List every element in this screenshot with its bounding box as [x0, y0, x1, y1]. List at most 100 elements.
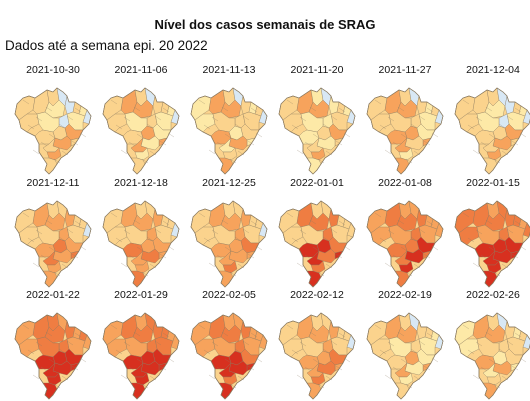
country-border — [278, 87, 356, 175]
subregion-border — [120, 262, 128, 268]
region-rs — [218, 382, 234, 400]
subregion-border — [418, 228, 426, 234]
subregion-border — [387, 341, 395, 347]
subregion-border — [299, 116, 307, 122]
subregion-border — [418, 115, 426, 121]
subregion-border — [488, 358, 496, 364]
map-date-label: 2021-11-06 — [114, 64, 168, 76]
subregion-border — [48, 133, 56, 139]
region-rs — [306, 382, 322, 400]
subregion-border — [162, 332, 170, 338]
subregion-border — [208, 374, 216, 380]
subregion-border — [27, 349, 35, 355]
country-border — [190, 312, 268, 400]
subregion-border — [475, 116, 483, 122]
subregion-border — [330, 340, 338, 346]
subregion-border — [198, 324, 206, 330]
subregion-border — [392, 366, 400, 372]
region-rs — [394, 270, 410, 288]
subregion-border — [229, 383, 237, 389]
subregion-border — [123, 229, 131, 235]
subregion-border — [309, 106, 317, 112]
subregion-border — [242, 228, 250, 234]
subregion-border — [514, 107, 522, 113]
map-panel: 2021-12-25 — [185, 177, 273, 289]
map-date-label: 2021-12-11 — [26, 177, 80, 189]
subregion-border — [322, 348, 330, 354]
region-rs — [42, 157, 58, 175]
map-date-label: 2022-02-19 — [378, 289, 432, 301]
subregion-border — [511, 253, 519, 259]
region-ne — [522, 109, 530, 125]
subregion-border — [133, 219, 141, 225]
subregion-border — [493, 383, 501, 389]
subregion-border — [120, 149, 128, 155]
region-rs — [130, 270, 146, 288]
region-rs — [130, 157, 146, 175]
map-date-label: 2021-11-27 — [378, 64, 432, 76]
map-date-label: 2021-10-30 — [26, 64, 80, 76]
subregion-border — [322, 123, 330, 129]
subregion-border — [397, 331, 405, 337]
subregion-border — [423, 365, 431, 371]
region-rs — [306, 270, 322, 288]
subregion-border — [128, 366, 136, 372]
subregion-border — [22, 212, 30, 218]
country-border — [190, 87, 268, 175]
region-rs — [218, 157, 234, 175]
region-ne — [522, 222, 530, 238]
subregion-border — [133, 106, 141, 112]
subregion-border — [405, 383, 413, 389]
subregion-border — [45, 331, 53, 337]
map-date-label: 2022-02-26 — [466, 289, 520, 301]
subregion-border — [397, 219, 405, 225]
subregion-border — [35, 229, 43, 235]
subregion-border — [338, 332, 346, 338]
subregion-border — [128, 141, 136, 147]
map-date-label: 2021-12-18 — [114, 177, 168, 189]
subregion-border — [317, 271, 325, 277]
subregion-border — [22, 324, 30, 330]
subregion-border — [146, 236, 154, 242]
subregion-border — [224, 358, 232, 364]
map-panel: 2021-11-27 — [361, 64, 449, 176]
subregion-border — [387, 116, 395, 122]
map-panel: 2022-01-01 — [273, 177, 361, 289]
map-panel: 2021-12-11 — [9, 177, 97, 289]
subregion-border — [286, 212, 294, 218]
subregion-border — [216, 141, 224, 147]
map-panel: 2021-11-13 — [185, 64, 273, 176]
subregion-border — [27, 124, 35, 130]
subregion-border — [221, 106, 229, 112]
map-panel: 2022-01-15 — [449, 177, 530, 289]
subregion-border — [485, 106, 493, 112]
region-rs — [306, 157, 322, 175]
subregion-border — [234, 348, 242, 354]
subregion-border — [154, 340, 162, 346]
subregion-border — [136, 133, 144, 139]
subregion-border — [296, 149, 304, 155]
subregion-border — [387, 229, 395, 235]
subregion-border — [74, 107, 82, 113]
subregion-border — [229, 158, 237, 164]
brazil-map — [14, 200, 92, 288]
subregion-border — [250, 220, 258, 226]
map-panel: 2021-12-04 — [449, 64, 530, 176]
subregion-border — [312, 358, 320, 364]
subregion-border — [506, 115, 514, 121]
subregion-border — [322, 236, 330, 242]
subregion-border — [58, 236, 66, 242]
subregion-border — [392, 141, 400, 147]
subregion-border — [247, 365, 255, 371]
region-rs — [482, 157, 498, 175]
subregion-border — [506, 340, 514, 346]
subregion-border — [384, 374, 392, 380]
subregion-border — [154, 115, 162, 121]
subregion-border — [40, 254, 48, 260]
subregion-border — [27, 237, 35, 243]
subregion-border — [317, 158, 325, 164]
subregion-border — [291, 349, 299, 355]
subregion-border — [45, 219, 53, 225]
subregion-border — [53, 383, 61, 389]
region-rs — [394, 157, 410, 175]
